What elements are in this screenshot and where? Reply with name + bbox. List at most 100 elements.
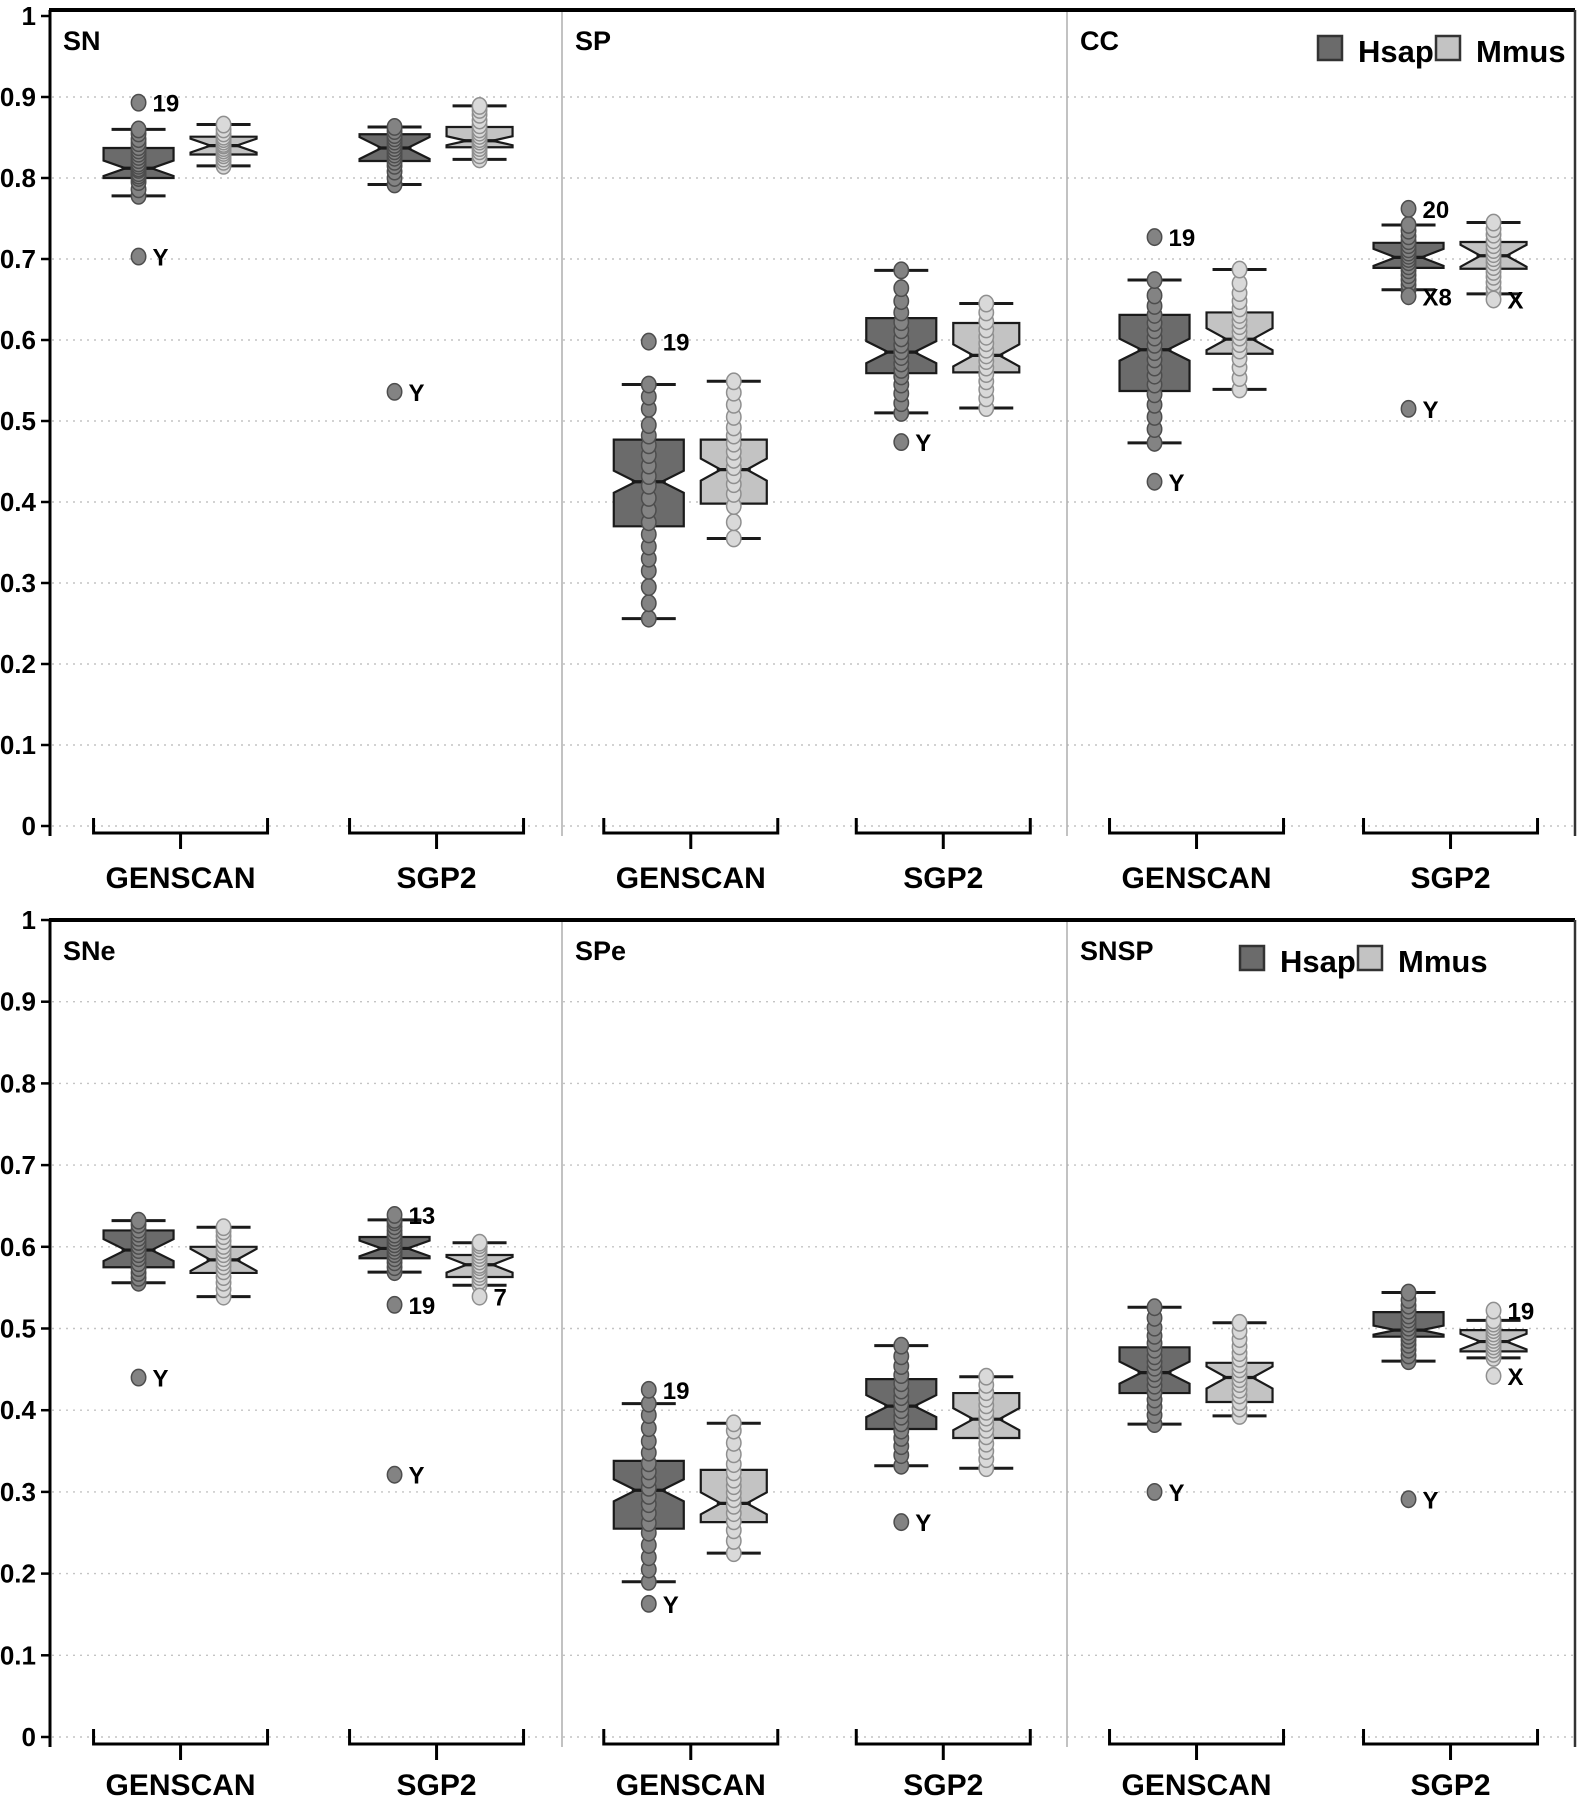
outlier-point bbox=[386, 1465, 403, 1484]
legend-swatch-Hsap bbox=[1316, 34, 1344, 62]
data-point bbox=[640, 594, 657, 613]
outlier-label: Y bbox=[915, 1510, 931, 1537]
outlier-point bbox=[1400, 1490, 1417, 1509]
outlier-point bbox=[1400, 287, 1417, 306]
legend-swatch-Hsap bbox=[1238, 944, 1266, 972]
data-point bbox=[1400, 1283, 1417, 1302]
data-point bbox=[725, 513, 742, 532]
outlier-label: 7 bbox=[494, 1285, 507, 1312]
data-point bbox=[1146, 271, 1163, 290]
legend-label-Hsap: Hsap bbox=[1358, 34, 1434, 69]
y-tick-label: 0.6 bbox=[0, 325, 36, 355]
outlier-label: Y bbox=[663, 1592, 679, 1619]
data-point bbox=[640, 578, 657, 596]
outlier-point bbox=[893, 1513, 910, 1532]
outlier-point bbox=[1485, 1366, 1502, 1385]
data-point bbox=[893, 261, 910, 280]
data-point bbox=[978, 294, 995, 313]
outlier-label: Y bbox=[153, 245, 169, 272]
outlier-point bbox=[1146, 472, 1163, 491]
outlier-label: Y bbox=[153, 1366, 169, 1393]
y-tick-label: 0.9 bbox=[0, 987, 36, 1017]
group-label-SGP2: SGP2 bbox=[397, 1769, 477, 1800]
y-tick-label: 0.1 bbox=[0, 1640, 36, 1670]
outlier-point bbox=[386, 1295, 403, 1314]
outlier-label: Y bbox=[409, 380, 425, 407]
y-tick-label: 0.3 bbox=[0, 568, 36, 598]
outlier-point bbox=[893, 433, 910, 452]
y-tick-label: 0.4 bbox=[0, 487, 37, 517]
legend-label-Hsap: Hsap bbox=[1280, 944, 1356, 979]
panel-title-SNSP: SNSP bbox=[1080, 936, 1154, 966]
outlier-label: Y bbox=[1169, 470, 1185, 497]
outlier-point bbox=[640, 1594, 657, 1613]
outlier-point bbox=[640, 1380, 657, 1399]
legend-swatch-Mmus bbox=[1356, 944, 1384, 972]
outlier-label: Y bbox=[1423, 1487, 1439, 1514]
legend-label-Mmus: Mmus bbox=[1398, 944, 1488, 979]
y-tick-label: 0.8 bbox=[0, 1068, 36, 1098]
group-label-SGP2: SGP2 bbox=[397, 862, 477, 895]
panel-title-SN: SN bbox=[63, 26, 101, 56]
outlier-point bbox=[1146, 228, 1163, 247]
outlier-label: 19 bbox=[409, 1293, 436, 1320]
y-tick-label: 0.2 bbox=[0, 1559, 36, 1589]
y-tick-label: 0 bbox=[22, 1722, 36, 1752]
y-tick-label: 1 bbox=[22, 1, 36, 31]
y-tick-label: 0.7 bbox=[0, 244, 36, 274]
outlier-label: 20 bbox=[1423, 197, 1450, 224]
y-tick-label: 0.9 bbox=[0, 82, 36, 112]
data-point bbox=[978, 1367, 995, 1386]
data-point bbox=[640, 416, 657, 434]
data-point bbox=[1231, 260, 1248, 279]
data-point bbox=[640, 609, 657, 628]
data-point bbox=[215, 115, 232, 134]
group-label-SGP2: SGP2 bbox=[903, 1769, 983, 1800]
outlier-label: 19 bbox=[663, 1378, 690, 1405]
group-label-GENSCAN: GENSCAN bbox=[616, 1769, 766, 1800]
data-point bbox=[130, 1211, 147, 1230]
outlier-label: 13 bbox=[409, 1203, 436, 1230]
outlier-label: Y bbox=[915, 430, 931, 457]
panel-title-SNe: SNe bbox=[63, 936, 116, 966]
outlier-point bbox=[640, 332, 657, 351]
data-point bbox=[725, 372, 742, 391]
panel-title-SPe: SPe bbox=[575, 936, 626, 966]
data-point bbox=[893, 1336, 910, 1355]
legend-label-Mmus: Mmus bbox=[1476, 34, 1566, 69]
outlier-point bbox=[130, 1368, 147, 1387]
group-label-GENSCAN: GENSCAN bbox=[616, 862, 766, 895]
data-point bbox=[471, 96, 488, 115]
outlier-point bbox=[1400, 199, 1417, 218]
outlier-label: 19 bbox=[153, 91, 180, 118]
y-tick-label: 0.4 bbox=[0, 1395, 37, 1425]
data-point bbox=[1231, 1313, 1248, 1332]
y-tick-label: 0.7 bbox=[0, 1150, 36, 1180]
outlier-label: Y bbox=[409, 1463, 425, 1490]
outlier-label: X8 bbox=[1423, 284, 1452, 311]
group-label-GENSCAN: GENSCAN bbox=[106, 1769, 256, 1800]
y-tick-label: 0.3 bbox=[0, 1477, 36, 1507]
outlier-point bbox=[386, 382, 403, 401]
outlier-point bbox=[1400, 399, 1417, 418]
y-tick-label: 0.5 bbox=[0, 1314, 36, 1344]
data-point bbox=[130, 120, 147, 139]
data-point bbox=[893, 279, 910, 298]
panel-title-SP: SP bbox=[575, 26, 611, 56]
outlier-point bbox=[130, 93, 147, 112]
y-tick-label: 1 bbox=[22, 905, 36, 935]
outlier-point bbox=[130, 247, 147, 266]
group-label-SGP2: SGP2 bbox=[903, 862, 983, 895]
data-point bbox=[725, 1414, 742, 1433]
data-point bbox=[386, 118, 403, 136]
panel-title-CC: CC bbox=[1080, 26, 1119, 56]
outlier-label: 19 bbox=[663, 330, 690, 357]
group-label-SGP2: SGP2 bbox=[1411, 862, 1491, 895]
data-point bbox=[1485, 213, 1502, 232]
outlier-point bbox=[386, 1205, 403, 1224]
data-point bbox=[1400, 216, 1417, 234]
group-label-GENSCAN: GENSCAN bbox=[1122, 862, 1272, 895]
group-label-SGP2: SGP2 bbox=[1411, 1769, 1491, 1800]
y-tick-label: 0.5 bbox=[0, 406, 36, 436]
